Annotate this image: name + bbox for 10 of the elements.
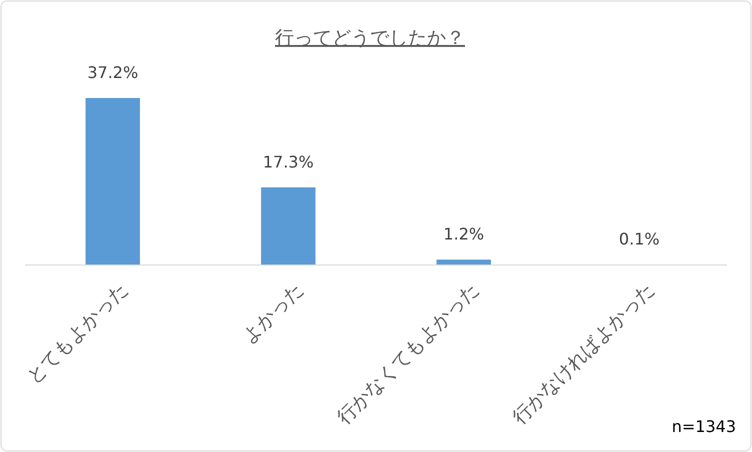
data-label: 0.1% <box>618 230 660 249</box>
x-tick-label: よかった <box>238 278 308 348</box>
x-tick-label: 行かなければよかった <box>508 278 658 429</box>
data-label: 37.2% <box>87 63 138 82</box>
data-label: 17.3% <box>262 152 314 172</box>
chart-title: 行ってどうでしたか？ <box>275 27 465 49</box>
data-label: 1.2% <box>443 224 484 244</box>
x-tick-label: とてもよかった <box>22 278 132 388</box>
x-tick-label: 行かなくてもよかった <box>333 278 483 429</box>
text: n=1343 <box>672 417 736 436</box>
